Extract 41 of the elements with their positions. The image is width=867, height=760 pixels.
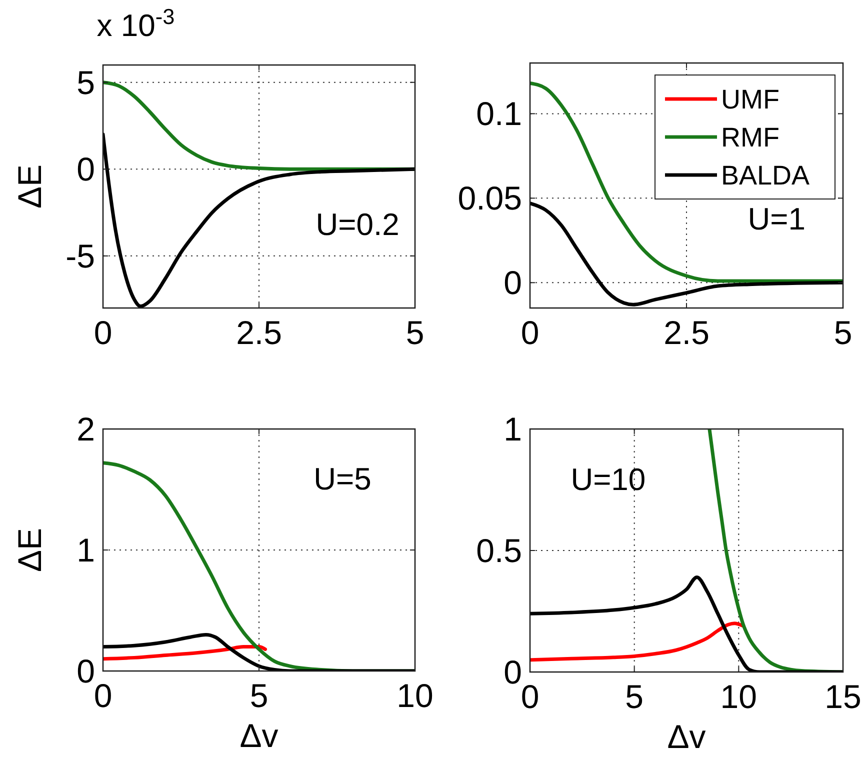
y-tick-label: 0: [76, 652, 95, 690]
y-tick-label: 1: [504, 410, 522, 448]
x-axis-title: Δv: [667, 718, 706, 755]
line-series: [530, 201, 843, 306]
x-tick-label: 10: [396, 677, 434, 714]
text: x 10$^{-3}$: [96, 3, 175, 43]
y-tick-label: 0: [76, 150, 95, 188]
x-tick-label: 2.5: [664, 314, 710, 351]
y-tick-label: 0: [504, 654, 522, 691]
y-tick-label: 2: [76, 410, 95, 448]
x-tick-label: 10: [720, 678, 758, 715]
x-tick-label: 5: [834, 314, 852, 351]
y-tick-label: 5: [76, 64, 95, 101]
line-series: [103, 132, 415, 308]
x-tick-label: 15: [824, 678, 862, 715]
y-axis-title: ΔE: [11, 164, 48, 209]
x-axis-title: Δv: [240, 717, 279, 754]
legend-label: UMF: [721, 84, 780, 114]
annotation: U=1: [748, 202, 806, 237]
line-series: [103, 632, 415, 671]
line-series: [103, 645, 267, 661]
line-series: [530, 82, 843, 283]
y-tick-label: 1: [76, 532, 95, 569]
y-tick-label: 0: [504, 264, 522, 302]
legend-label: BALDA: [721, 160, 810, 190]
line-series: [530, 622, 745, 662]
annotation: U=10: [570, 462, 646, 497]
y-tick-label: 0.1: [476, 95, 522, 132]
annotation: U=5: [314, 462, 372, 496]
x-tick-label: 5: [625, 678, 644, 715]
y-tick-label: 0.05: [458, 180, 522, 217]
y-axis-title: ΔE: [11, 528, 48, 572]
x-tick-label: 5: [250, 677, 268, 714]
x-tick-label: 5: [406, 314, 424, 351]
legend-label: RMF: [721, 122, 780, 152]
annotation: U=0.2: [316, 207, 400, 242]
y-tick-label: 0.5: [476, 532, 522, 570]
x-tick-label: 2.5: [236, 314, 282, 351]
line-series: [708, 429, 843, 672]
y-tick-label: -5: [66, 237, 95, 274]
line-series: [530, 575, 843, 672]
